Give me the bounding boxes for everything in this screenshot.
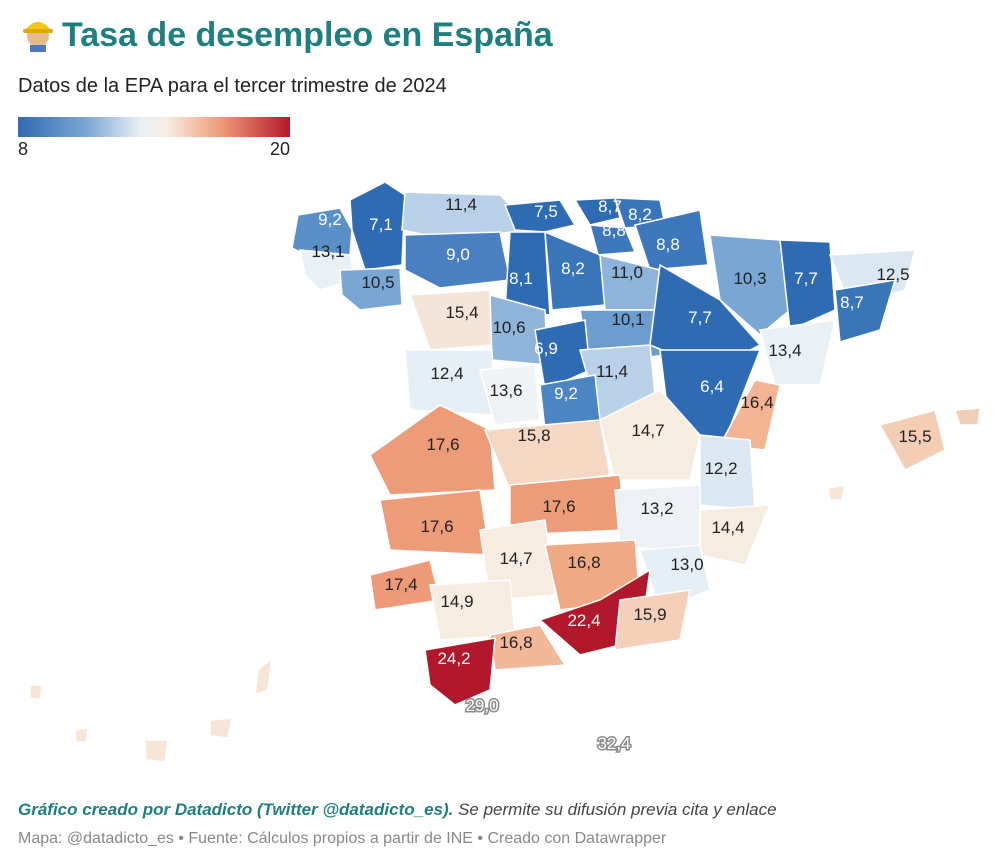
color-legend: 8 20 [18, 117, 290, 159]
region-value-label: 17,6 [542, 497, 575, 516]
region-shape [254, 656, 273, 697]
region-value-label: 16,4 [740, 393, 773, 412]
region-value-label: 16,8 [567, 553, 600, 572]
region-value-label: 14,4 [711, 518, 744, 537]
footer-credit-line: Gráfico creado por Datadicto (Twitter @d… [18, 800, 777, 820]
region-shape [614, 589, 691, 651]
region-value-label: 24,2 [437, 649, 470, 668]
region-value-label: 13,2 [640, 499, 673, 518]
region-value-label: 11,0 [611, 263, 643, 282]
region-value-label: 13,6 [489, 381, 522, 400]
region-shape [74, 727, 89, 743]
region-value-label: 11,4 [445, 195, 477, 214]
region-value-label: 10,6 [492, 318, 525, 337]
region-shape [29, 684, 43, 701]
region-value-label: 32,4 [597, 734, 630, 753]
region-shape [589, 224, 637, 256]
region-value-label: 9,2 [554, 384, 578, 403]
region-value-label: 8,1 [509, 269, 533, 288]
region-shape [349, 181, 406, 271]
region-value-label: 17,6 [420, 517, 453, 536]
region-shape [503, 199, 577, 233]
region-value-label: 14,7 [499, 549, 532, 568]
region-shape [759, 319, 836, 386]
region-shape [699, 504, 772, 566]
region-shape [573, 197, 621, 226]
region-value-label: 14,9 [440, 592, 473, 611]
region-value-label: 17,4 [384, 575, 417, 594]
chart-subtitle: Datos de la EPA para el tercer trimestre… [18, 75, 447, 97]
region-shape [779, 239, 836, 332]
region-shape [638, 544, 711, 611]
region-value-label: 10,5 [361, 273, 394, 292]
region-shape [479, 364, 541, 426]
region-shape [483, 419, 611, 491]
region-value-label: 8,7 [598, 197, 622, 216]
region-shape [144, 739, 169, 763]
region-shape [339, 267, 403, 311]
region-value-label: 16,8 [499, 633, 532, 652]
region-value-label: 15,4 [445, 303, 478, 322]
region-shape [369, 404, 496, 496]
footer-note: Se permite su difusión previa cita y enl… [453, 800, 777, 819]
region-value-label: 17,6 [426, 435, 459, 454]
region-shape [404, 231, 511, 289]
region-shape [718, 379, 781, 451]
region-value-label: 7,7 [688, 308, 712, 327]
legend-min-label: 8 [18, 139, 29, 159]
region-value-label: 29,0 [465, 696, 498, 715]
construction-worker-icon [23, 22, 53, 52]
footer-source: Mapa: @datadicto_es • Fuente: Cálculos p… [18, 830, 667, 847]
region-shape [834, 279, 897, 343]
region-value-label: 8,8 [602, 221, 626, 240]
region-shape [953, 407, 981, 426]
region-value-label: 10,3 [733, 269, 766, 288]
footer-credit: Gráfico creado por Datadicto (Twitter @d… [18, 800, 454, 819]
legend-max-label: 20 [269, 139, 290, 159]
region-value-label: 6,4 [700, 377, 724, 396]
region-shape [504, 231, 551, 316]
spain-map: 9,2 7,111,4 7,5 8,7 8,28,88,813,1 9,08,18,2 11… [29, 181, 981, 763]
region-shape [599, 389, 701, 481]
region-shape [634, 209, 709, 271]
region-value-label: 7,5 [534, 202, 558, 221]
chart-title: Tasa de desempleo en España [18, 12, 553, 55]
region-shape [827, 484, 846, 501]
region-value-label: 8,7 [840, 293, 864, 312]
region-value-label: 12,2 [704, 459, 737, 478]
region-value-label: 15,9 [633, 605, 666, 624]
region-value-label: 12,4 [430, 364, 463, 383]
region-value-label: 12,5 [876, 265, 909, 284]
region-value-label: 15,5 [898, 427, 931, 446]
legend-gradient [18, 117, 290, 137]
region-value-label: 14,7 [631, 421, 664, 440]
region-value-label: 9,0 [446, 245, 470, 264]
region-value-label: 22,4 [567, 611, 600, 630]
region-value-label: 6,9 [534, 339, 558, 358]
region-value-label: 8,8 [656, 235, 680, 254]
region-value-label: 7,1 [369, 215, 393, 234]
region-value-label: 13,0 [670, 555, 703, 574]
region-value-label: 15,8 [517, 426, 550, 445]
region-value-label: 8,2 [561, 259, 585, 278]
region-value-label: 10,1 [611, 310, 644, 329]
region-value-label: 11,4 [596, 362, 628, 381]
region-shape [424, 637, 496, 706]
region-value-label: 7,7 [794, 269, 818, 288]
region-value-label: 9,2 [318, 210, 342, 229]
region-value-label: 8,2 [628, 205, 652, 224]
region-shape [709, 234, 791, 336]
region-value-label: 13,1 [311, 242, 344, 261]
region-value-label: 13,4 [768, 341, 801, 360]
chart-title-text: Tasa de desempleo en España [62, 16, 553, 54]
region-shape [878, 409, 946, 471]
region-shape [209, 717, 233, 739]
